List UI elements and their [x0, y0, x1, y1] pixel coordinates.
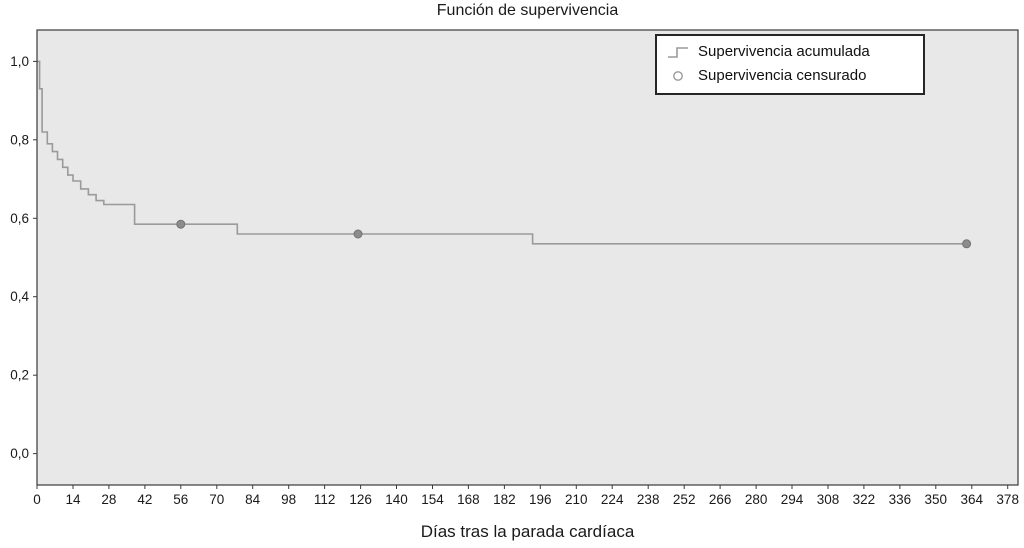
x-tick-label: 336 — [889, 492, 912, 507]
x-tick-label: 280 — [745, 492, 768, 507]
y-tick-label: 0,6 — [10, 211, 29, 226]
legend-label-acumulada: Supervivencia acumulada — [698, 43, 870, 60]
censored-marker — [176, 219, 186, 229]
censored-marker — [962, 239, 972, 249]
x-tick-label: 14 — [65, 492, 81, 507]
chart-title: Función de supervivencia — [436, 2, 619, 19]
x-tick-label: 196 — [529, 492, 552, 507]
x-tick-label: 322 — [853, 492, 876, 507]
legend-item-censurado: Supervivencia censurado — [667, 67, 913, 84]
x-tick-label: 224 — [601, 492, 624, 507]
x-tick-label: 238 — [637, 492, 660, 507]
x-tick-label: 308 — [817, 492, 840, 507]
x-tick-label: 364 — [961, 492, 984, 507]
x-tick-label: 98 — [281, 492, 296, 507]
x-tick-label: 266 — [709, 492, 732, 507]
x-tick-label: 28 — [101, 492, 116, 507]
legend-label-censurado: Supervivencia censurado — [698, 67, 867, 84]
legend: Supervivencia acumulada Supervivencia ce… — [655, 34, 925, 95]
x-tick-label: 294 — [781, 492, 804, 507]
x-axis-label: Días tras la parada cardíaca — [420, 522, 635, 541]
survival-curve — [37, 60, 970, 245]
legend-item-acumulada: Supervivencia acumulada — [667, 43, 913, 60]
step-line-icon — [668, 46, 688, 58]
y-tick-label: 0,4 — [10, 289, 29, 304]
x-tick-label: 42 — [137, 492, 152, 507]
plot-border — [36, 29, 1019, 486]
x-tick-label: 84 — [245, 492, 261, 507]
y-tick-label: 0,2 — [10, 368, 29, 383]
x-tick-label: 168 — [457, 492, 480, 507]
x-tick-label: 378 — [996, 492, 1019, 507]
x-tick-label: 0 — [33, 492, 41, 507]
plot-area — [37, 30, 1018, 485]
x-tick-label: 126 — [349, 492, 372, 507]
x-tick-label: 112 — [314, 492, 336, 507]
y-tick-label: 0,0 — [10, 446, 29, 461]
x-tick-label: 252 — [673, 492, 696, 507]
x-tick-label: 350 — [925, 492, 948, 507]
x-tick-label: 140 — [385, 492, 408, 507]
x-tick-label: 182 — [493, 492, 516, 507]
open-circle-icon — [673, 70, 683, 81]
censored-marker — [353, 229, 363, 239]
y-tick-label: 0,8 — [10, 132, 29, 147]
y-tick-label: 1,0 — [10, 54, 29, 69]
x-tick-label: 154 — [421, 492, 444, 507]
x-tick-label: 70 — [209, 492, 224, 507]
x-tick-label: 210 — [565, 492, 588, 507]
x-tick-label: 56 — [173, 492, 188, 507]
